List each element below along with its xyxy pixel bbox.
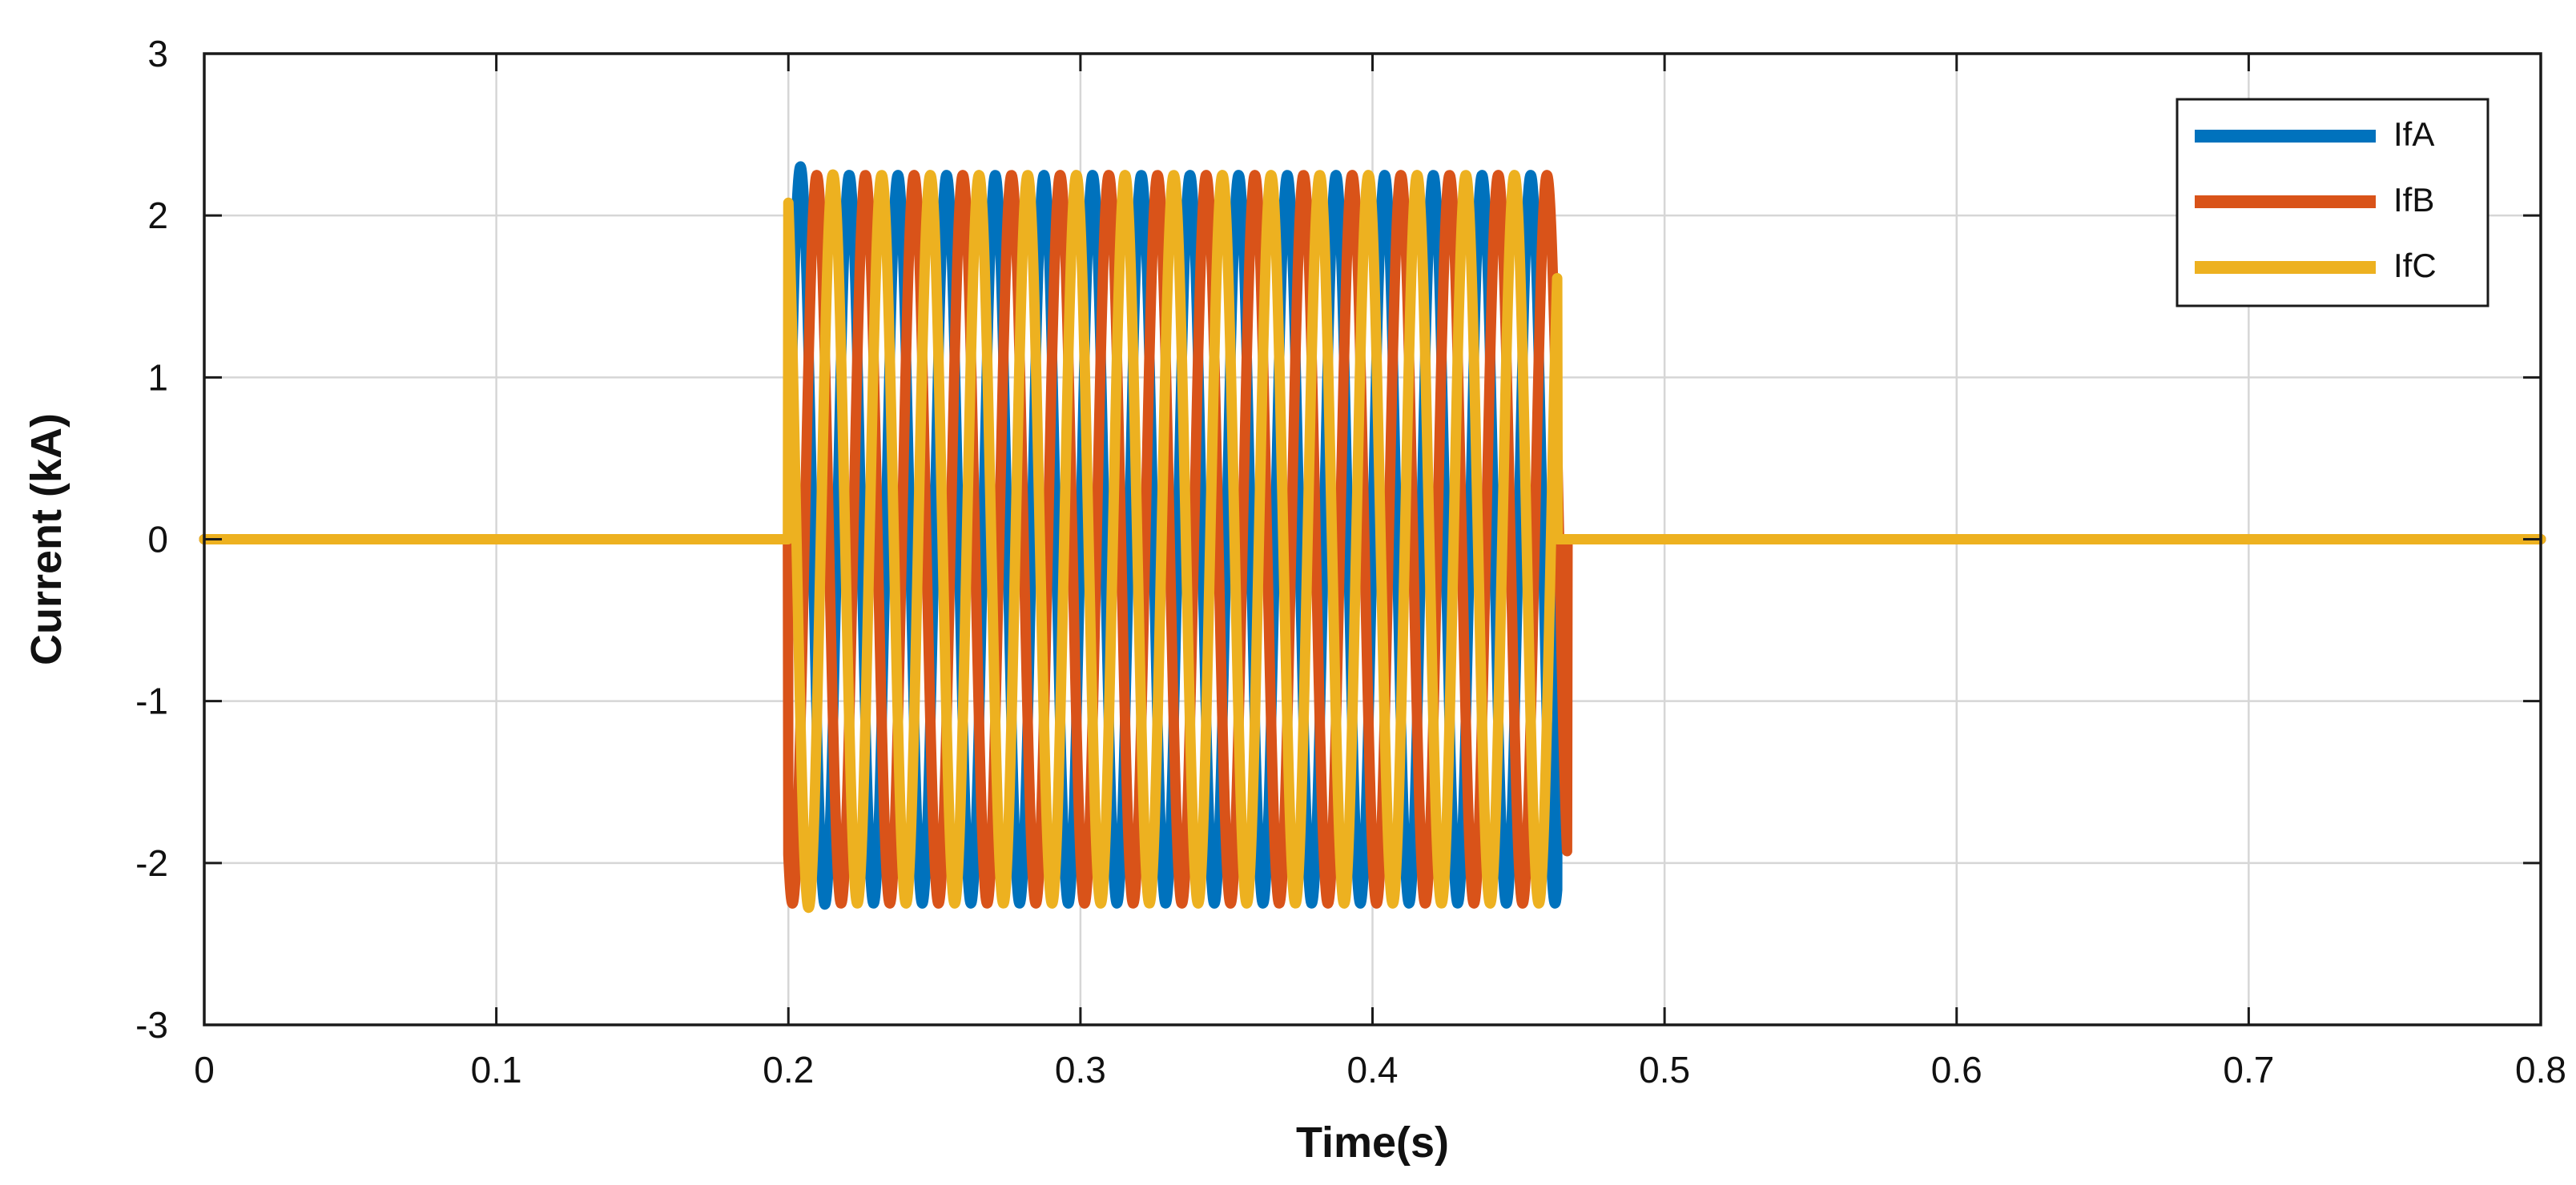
- y-tick-label: 3: [147, 33, 168, 74]
- y-axis-title: Current (kA): [22, 413, 70, 665]
- legend-item-ifa: IfA: [2195, 115, 2434, 153]
- x-tick-label: 0.5: [1639, 1049, 1690, 1091]
- legend-item-ifc: IfC: [2195, 247, 2437, 284]
- legend-items: IfA IfB IfC: [2195, 115, 2437, 284]
- y-tick-label: 2: [147, 195, 168, 236]
- series-lines: [199, 161, 2546, 914]
- x-tick-label: 0.1: [471, 1049, 522, 1091]
- legend-label: IfB: [2393, 181, 2434, 219]
- legend-label: IfA: [2393, 115, 2434, 153]
- tick-labels: 0 0.1 0.2 0.3 0.4 0.5 0.6 0.7 0.8 -3 -2 -1 0 1 2 3: [135, 33, 2566, 1091]
- x-tick-label: 0.7: [2223, 1049, 2274, 1091]
- x-tick-label: 0.3: [1055, 1049, 1106, 1091]
- y-tick-label: -2: [135, 842, 168, 884]
- x-tick-label: 0: [194, 1049, 215, 1091]
- y-tick-label: 1: [147, 356, 168, 398]
- x-tick-label: 0.4: [1347, 1049, 1399, 1091]
- legend: IfA IfB IfC: [2176, 98, 2489, 307]
- legend-label: IfC: [2393, 247, 2437, 284]
- y-tick-label: -1: [135, 681, 168, 722]
- x-tick-label: 0.2: [763, 1049, 814, 1091]
- legend-item-ifb: IfB: [2195, 181, 2434, 219]
- x-tick-label: 0.8: [2515, 1049, 2566, 1091]
- y-tick-label: 0: [147, 519, 168, 560]
- x-axis-title: Time(s): [1296, 1119, 1449, 1167]
- y-tick-label: -3: [135, 1004, 168, 1046]
- axis-ticks: [203, 52, 2542, 1026]
- x-tick-label: 0.6: [1931, 1049, 1982, 1091]
- series-line-ifc: [199, 169, 2546, 914]
